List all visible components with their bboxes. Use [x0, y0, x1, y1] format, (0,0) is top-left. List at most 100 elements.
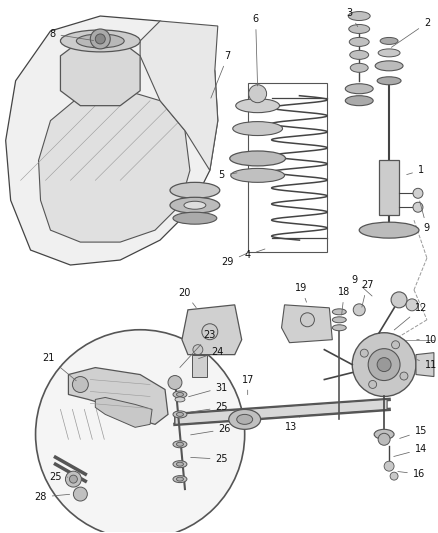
Text: 29: 29: [222, 253, 247, 267]
Ellipse shape: [173, 461, 187, 467]
Ellipse shape: [375, 61, 403, 71]
Ellipse shape: [60, 30, 140, 52]
Ellipse shape: [380, 37, 398, 44]
Ellipse shape: [348, 12, 370, 20]
Polygon shape: [39, 88, 190, 242]
Ellipse shape: [173, 391, 187, 398]
Circle shape: [391, 292, 407, 308]
Text: 25: 25: [191, 402, 228, 413]
Circle shape: [202, 324, 218, 340]
Ellipse shape: [173, 475, 187, 482]
Ellipse shape: [177, 413, 184, 416]
Ellipse shape: [230, 151, 286, 166]
Text: 26: 26: [191, 424, 231, 435]
Text: 21: 21: [42, 353, 76, 381]
Text: 9: 9: [420, 201, 430, 233]
Text: 15: 15: [400, 426, 427, 439]
Text: 14: 14: [394, 444, 427, 456]
Text: 24: 24: [198, 346, 224, 359]
Circle shape: [35, 330, 245, 533]
Bar: [192, 354, 207, 376]
Polygon shape: [60, 41, 140, 106]
Circle shape: [392, 341, 399, 349]
Ellipse shape: [173, 212, 217, 224]
Circle shape: [353, 304, 365, 316]
Ellipse shape: [345, 96, 373, 106]
Text: 19: 19: [295, 283, 307, 302]
Circle shape: [249, 85, 267, 103]
Text: 1: 1: [407, 165, 424, 175]
Ellipse shape: [359, 222, 419, 238]
Ellipse shape: [170, 182, 220, 198]
Polygon shape: [6, 16, 218, 265]
Polygon shape: [182, 305, 242, 354]
Circle shape: [95, 34, 105, 44]
Text: 10: 10: [417, 335, 437, 345]
Circle shape: [65, 471, 81, 487]
Polygon shape: [282, 305, 332, 343]
Text: 18: 18: [338, 287, 350, 315]
Polygon shape: [140, 21, 218, 171]
Ellipse shape: [177, 477, 184, 481]
Circle shape: [72, 376, 88, 392]
Polygon shape: [175, 399, 387, 424]
Text: 20: 20: [179, 288, 196, 308]
Ellipse shape: [236, 99, 279, 112]
Ellipse shape: [349, 37, 369, 46]
Text: 25: 25: [49, 472, 67, 482]
Text: 27: 27: [361, 280, 374, 307]
Circle shape: [413, 188, 423, 198]
Ellipse shape: [184, 201, 206, 209]
Circle shape: [360, 349, 368, 357]
Ellipse shape: [170, 197, 220, 213]
Circle shape: [390, 472, 398, 480]
Ellipse shape: [233, 122, 283, 135]
Text: 31: 31: [189, 383, 228, 397]
Bar: [247, 83, 327, 252]
Text: 17: 17: [241, 375, 254, 394]
Ellipse shape: [350, 63, 368, 72]
Ellipse shape: [349, 25, 370, 34]
Circle shape: [377, 358, 391, 372]
Ellipse shape: [332, 317, 346, 323]
Ellipse shape: [175, 397, 185, 402]
Text: 23: 23: [180, 330, 216, 368]
Circle shape: [369, 381, 377, 389]
Text: 2: 2: [392, 18, 430, 47]
Circle shape: [406, 299, 418, 311]
Ellipse shape: [177, 392, 184, 397]
Circle shape: [368, 349, 400, 381]
Circle shape: [193, 345, 203, 354]
Ellipse shape: [374, 429, 394, 439]
Text: 8: 8: [49, 29, 94, 41]
Text: 11: 11: [417, 360, 437, 369]
Ellipse shape: [173, 441, 187, 448]
Circle shape: [413, 202, 423, 212]
Ellipse shape: [378, 49, 400, 57]
Circle shape: [378, 433, 390, 445]
Circle shape: [400, 372, 408, 380]
Circle shape: [90, 29, 110, 49]
Circle shape: [69, 475, 78, 483]
Circle shape: [384, 461, 394, 471]
Ellipse shape: [76, 34, 124, 48]
Text: 25: 25: [191, 454, 228, 464]
Bar: [379, 160, 399, 215]
Ellipse shape: [229, 409, 261, 429]
Ellipse shape: [332, 309, 346, 315]
Text: 6: 6: [253, 14, 259, 86]
Ellipse shape: [345, 84, 373, 94]
Text: 13: 13: [286, 417, 300, 432]
Ellipse shape: [231, 168, 285, 182]
Ellipse shape: [173, 411, 187, 418]
Text: 3: 3: [346, 8, 358, 27]
Circle shape: [300, 313, 314, 327]
Ellipse shape: [177, 442, 184, 446]
Ellipse shape: [237, 414, 253, 424]
Text: 28: 28: [34, 492, 70, 502]
Circle shape: [168, 376, 182, 390]
Ellipse shape: [350, 51, 369, 59]
Polygon shape: [95, 398, 152, 427]
Ellipse shape: [377, 77, 401, 85]
Text: 16: 16: [398, 469, 425, 479]
